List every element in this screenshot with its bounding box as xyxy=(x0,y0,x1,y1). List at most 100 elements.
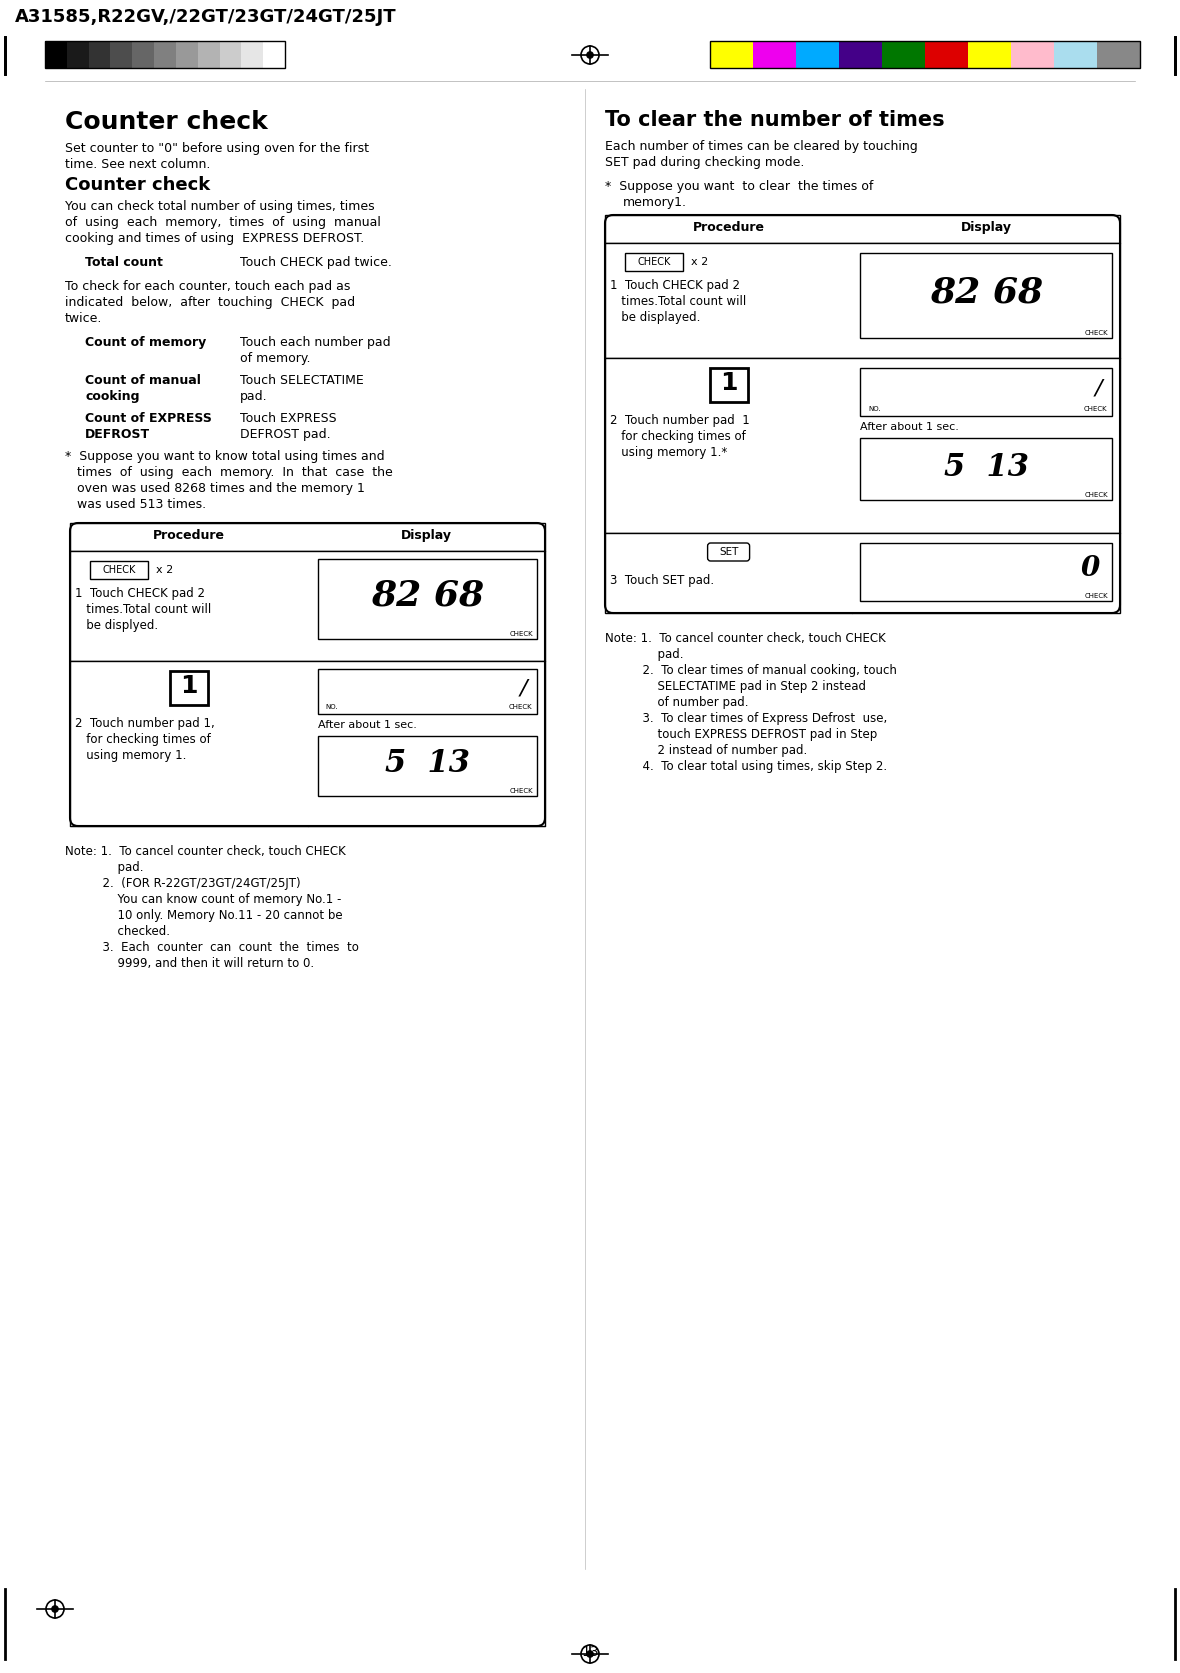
Bar xyxy=(70,661,545,826)
Text: 13: 13 xyxy=(582,1645,598,1658)
Circle shape xyxy=(586,1651,594,1658)
Text: CHECK: CHECK xyxy=(1083,407,1107,412)
Text: CHECK: CHECK xyxy=(1084,330,1108,336)
Text: pad.: pad. xyxy=(605,647,683,661)
Bar xyxy=(88,42,111,69)
Bar xyxy=(968,42,1011,69)
Text: NO.: NO. xyxy=(326,704,339,709)
Text: cooking and times of using  EXPRESS DEFROST.: cooking and times of using EXPRESS DEFRO… xyxy=(65,233,365,244)
Bar xyxy=(1054,42,1097,69)
FancyBboxPatch shape xyxy=(708,544,749,562)
Bar xyxy=(881,42,925,69)
Text: x 2: x 2 xyxy=(691,258,708,266)
Text: touch EXPRESS DEFROST pad in Step: touch EXPRESS DEFROST pad in Step xyxy=(605,728,877,741)
Text: Note: 1.  To cancel counter check, touch CHECK: Note: 1. To cancel counter check, touch … xyxy=(65,845,346,858)
Text: Total count: Total count xyxy=(85,256,163,269)
Text: Procedure: Procedure xyxy=(693,221,765,234)
Bar xyxy=(45,42,286,69)
Text: SELECTATIME pad in Step 2 instead: SELECTATIME pad in Step 2 instead xyxy=(605,679,866,693)
Text: Count of EXPRESS: Count of EXPRESS xyxy=(85,412,212,425)
Bar xyxy=(132,42,155,69)
Text: 1  Touch CHECK pad 2: 1 Touch CHECK pad 2 xyxy=(76,587,205,599)
Bar xyxy=(860,438,1112,500)
Bar xyxy=(111,42,132,69)
Bar xyxy=(70,552,545,661)
Bar xyxy=(709,368,748,403)
Text: pad.: pad. xyxy=(65,860,144,873)
Text: 2 instead of number pad.: 2 instead of number pad. xyxy=(605,743,807,756)
Text: checked.: checked. xyxy=(65,925,170,937)
Text: be displyed.: be displyed. xyxy=(76,619,158,632)
Bar xyxy=(605,244,1120,358)
Text: 5  13: 5 13 xyxy=(944,452,1029,482)
Text: 2.  (FOR R-22GT/23GT/24GT/25JT): 2. (FOR R-22GT/23GT/24GT/25JT) xyxy=(65,877,301,890)
Bar xyxy=(176,42,198,69)
Bar xyxy=(710,42,753,69)
Text: To clear the number of times: To clear the number of times xyxy=(605,110,945,130)
Bar xyxy=(625,254,683,271)
Text: times  of  using  each  memory.  In  that  case  the: times of using each memory. In that case… xyxy=(65,465,393,478)
Text: CHECK: CHECK xyxy=(510,631,533,637)
Text: Count of memory: Count of memory xyxy=(85,336,206,348)
Text: CHECK: CHECK xyxy=(637,258,670,266)
Bar xyxy=(796,42,839,69)
Text: Counter check: Counter check xyxy=(65,110,268,134)
Text: 1: 1 xyxy=(720,371,738,395)
Text: CHECK: CHECK xyxy=(1084,592,1108,599)
Text: twice.: twice. xyxy=(65,311,103,325)
Text: You can know count of memory No.1 -: You can know count of memory No.1 - xyxy=(65,892,341,905)
Text: After about 1 sec.: After about 1 sec. xyxy=(317,719,417,729)
Text: NO.: NO. xyxy=(868,407,880,412)
Text: CHECK: CHECK xyxy=(510,788,533,793)
Text: Touch each number pad: Touch each number pad xyxy=(240,336,391,348)
Text: 82 68: 82 68 xyxy=(930,276,1043,310)
Bar xyxy=(1011,42,1054,69)
Bar xyxy=(67,42,88,69)
Circle shape xyxy=(52,1606,58,1613)
Text: times.Total count will: times.Total count will xyxy=(610,294,746,308)
Text: of memory.: of memory. xyxy=(240,351,310,365)
Text: 9999, and then it will return to 0.: 9999, and then it will return to 0. xyxy=(65,957,314,969)
Text: 82 68: 82 68 xyxy=(371,579,484,612)
Text: CHECK: CHECK xyxy=(1084,492,1108,497)
Text: Display: Display xyxy=(961,221,1011,234)
Text: of  using  each  memory,  times  of  using  manual: of using each memory, times of using man… xyxy=(65,216,381,229)
Text: using memory 1.: using memory 1. xyxy=(76,748,186,761)
Text: of number pad.: of number pad. xyxy=(605,696,748,709)
Text: for checking times of: for checking times of xyxy=(76,733,211,746)
Text: Count of manual: Count of manual xyxy=(85,373,201,386)
Bar xyxy=(860,544,1112,602)
Text: Counter check: Counter check xyxy=(65,176,210,194)
Bar xyxy=(860,368,1112,417)
Bar xyxy=(1097,42,1140,69)
Text: Touch CHECK pad twice.: Touch CHECK pad twice. xyxy=(240,256,392,269)
Text: Procedure: Procedure xyxy=(152,529,224,542)
Bar xyxy=(242,42,263,69)
Text: SET: SET xyxy=(719,547,739,557)
Bar xyxy=(839,42,881,69)
Bar xyxy=(70,524,545,552)
Text: Set counter to "0" before using oven for the first: Set counter to "0" before using oven for… xyxy=(65,142,369,156)
Text: cooking: cooking xyxy=(85,390,139,403)
Bar xyxy=(45,42,67,69)
Text: 0: 0 xyxy=(1081,555,1100,582)
Text: Touch SELECTATIME: Touch SELECTATIME xyxy=(240,373,363,386)
Text: To check for each counter, touch each pad as: To check for each counter, touch each pa… xyxy=(65,279,350,293)
Bar xyxy=(317,669,537,714)
Text: 3  Touch SET pad.: 3 Touch SET pad. xyxy=(610,574,714,587)
Text: 2.  To clear times of manual cooking, touch: 2. To clear times of manual cooking, tou… xyxy=(605,664,897,676)
Bar xyxy=(860,254,1112,340)
Bar xyxy=(90,562,148,579)
Text: indicated  below,  after  touching  CHECK  pad: indicated below, after touching CHECK pa… xyxy=(65,296,355,310)
Bar xyxy=(710,42,1140,69)
Circle shape xyxy=(586,54,594,59)
Text: 3.  To clear times of Express Defrost  use,: 3. To clear times of Express Defrost use… xyxy=(605,711,887,724)
Text: CHECK: CHECK xyxy=(103,565,136,574)
Bar xyxy=(753,42,797,69)
Text: was used 513 times.: was used 513 times. xyxy=(65,497,206,510)
Text: Each number of times can be cleared by touching: Each number of times can be cleared by t… xyxy=(605,141,918,152)
Text: A31585,R22GV,/22GT/23GT/24GT/25JT: A31585,R22GV,/22GT/23GT/24GT/25JT xyxy=(15,8,396,27)
Text: SET pad during checking mode.: SET pad during checking mode. xyxy=(605,156,805,169)
Text: be displayed.: be displayed. xyxy=(610,311,701,325)
Text: 2  Touch number pad 1,: 2 Touch number pad 1, xyxy=(76,716,215,729)
